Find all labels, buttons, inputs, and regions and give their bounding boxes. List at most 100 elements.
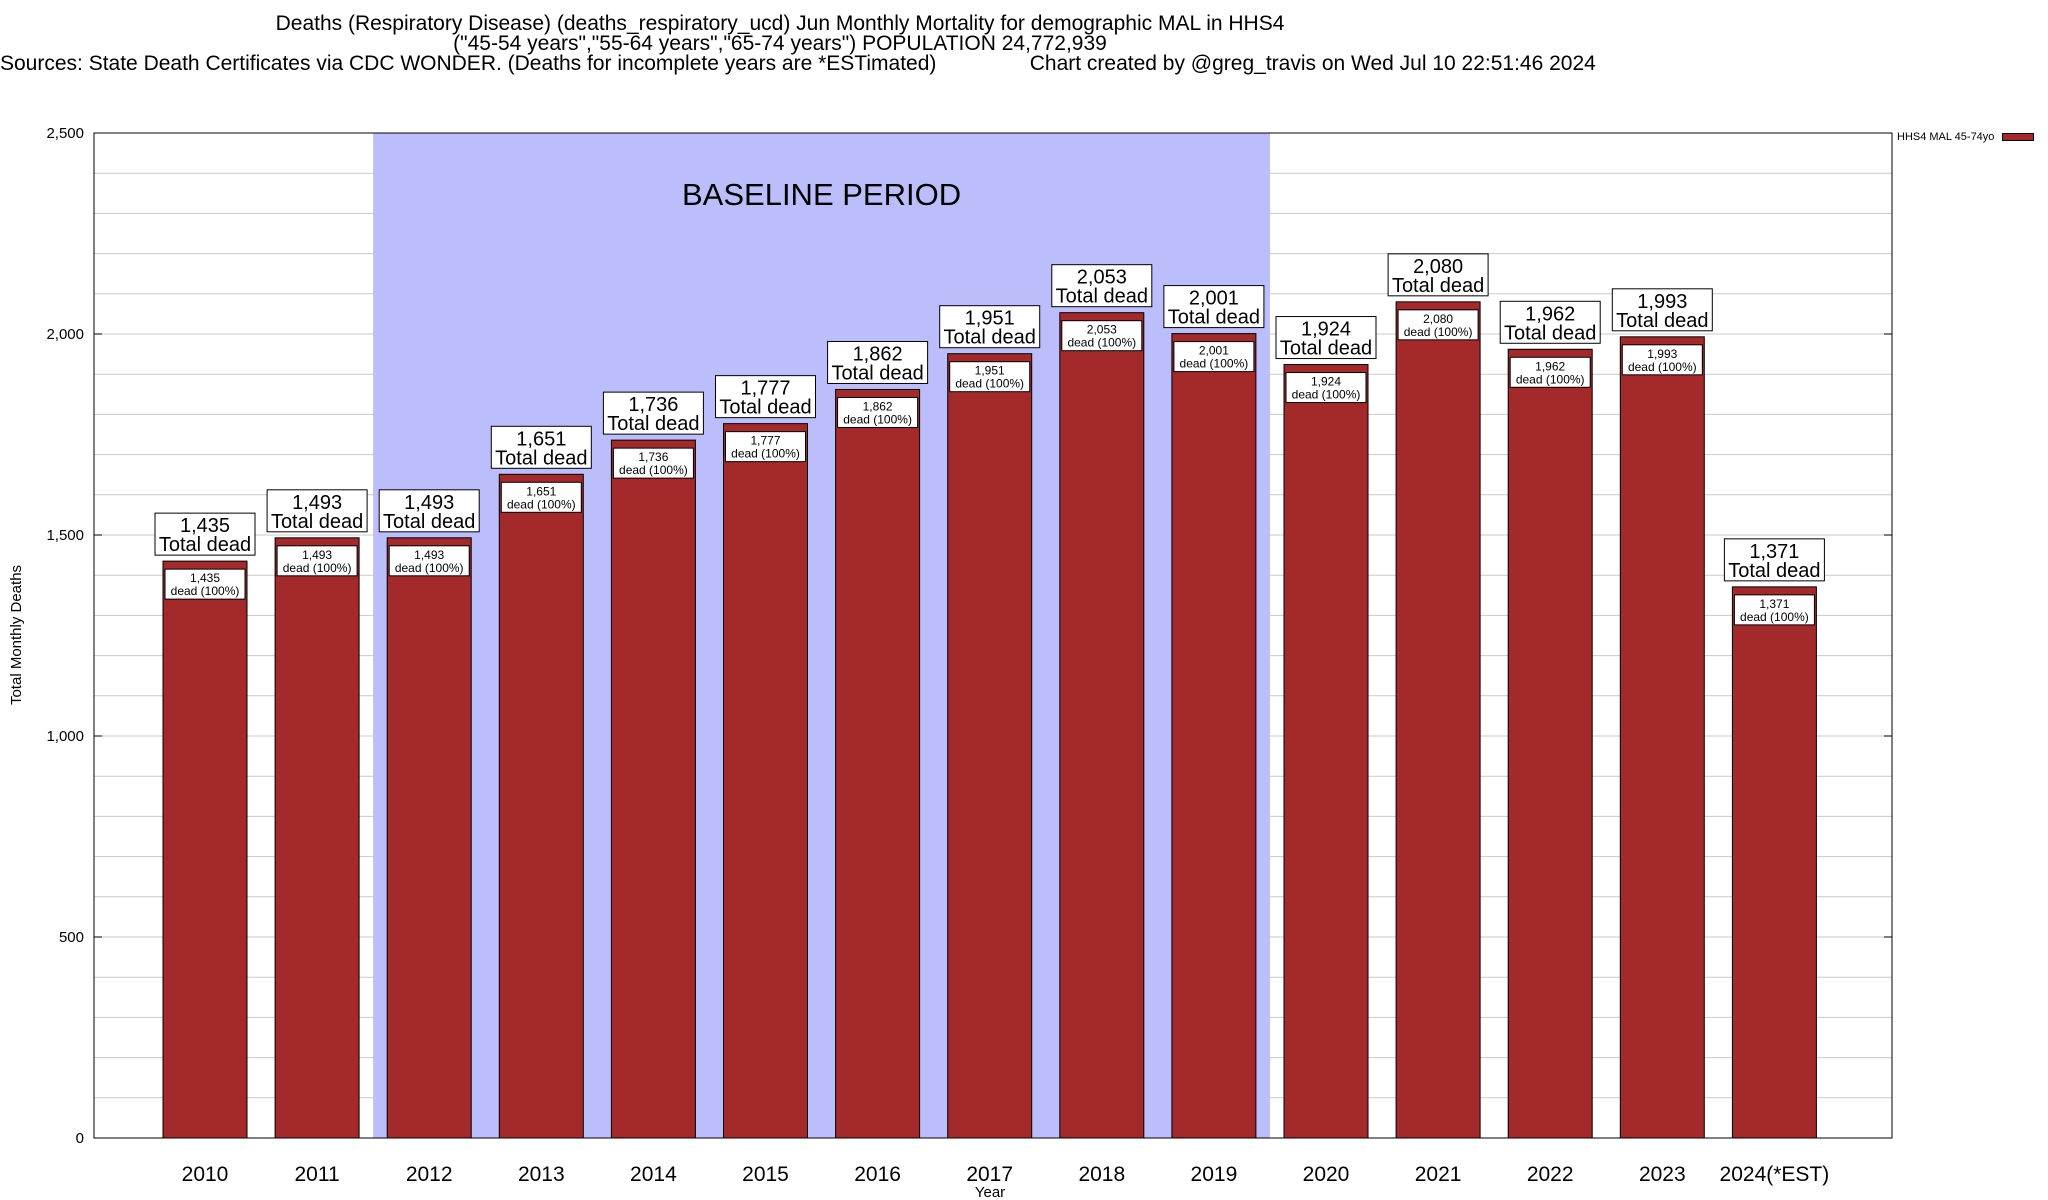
inner-pct-label: dead (100%) (1292, 388, 1361, 402)
top-label-box (715, 375, 816, 419)
top-total-label: Total dead (1728, 560, 1820, 582)
top-label-box (939, 305, 1041, 349)
title-line-1: Deaths (Respiratory Disease) (deaths_res… (275, 12, 1285, 35)
axes: 2010 2011 2012 2013 2014 2015 2016 2017 2018 2019… (8, 125, 1893, 1200)
top-total-label: Total dead (495, 447, 587, 469)
top-value-label: 2,080 (1413, 256, 1463, 278)
y-tick-label: 0 (76, 1130, 84, 1147)
top-total-label: Total dead (1504, 322, 1596, 344)
x-tick-label: 2013 (518, 1163, 565, 1186)
inner-pct-label: dead (100%) (1067, 336, 1136, 350)
inner-value-label: 2,053 (1087, 323, 1117, 337)
inner-pct-label: dead (100%) (1180, 357, 1249, 371)
inner-label-box (1061, 320, 1143, 352)
inner-label-box (1397, 309, 1479, 341)
bar (498, 473, 584, 1139)
inner-label-box (1285, 372, 1367, 404)
top-total-label: Total dead (1056, 286, 1148, 308)
inner-label-box (276, 545, 358, 577)
top-value-label: 2,053 (1077, 267, 1127, 289)
top-label-box (1051, 264, 1153, 308)
inner-pct-label: dead (100%) (731, 447, 800, 461)
top-label-box (266, 489, 368, 533)
baseline-period-label: BASELINE PERIOD (682, 177, 961, 212)
x-tick-label: 2018 (1078, 1163, 1125, 1186)
chart-title: Deaths (Respiratory Disease) (deaths_res… (0, 12, 1596, 74)
y-tick-label: 2,500 (46, 125, 84, 142)
y-tick-label: 500 (59, 929, 84, 946)
top-total-label: Total dead (607, 413, 699, 435)
top-value-label: 1,951 (965, 308, 1015, 330)
x-tick-label: 2012 (406, 1163, 453, 1186)
top-value-label: 1,493 (404, 492, 454, 514)
bar (610, 439, 696, 1139)
inner-value-label: 1,962 (1535, 359, 1565, 373)
inner-value-label: 1,493 (414, 548, 444, 562)
inner-value-label: 1,993 (1647, 347, 1677, 361)
top-total-label: Total dead (944, 327, 1036, 349)
inner-value-label: 1,924 (1311, 375, 1341, 389)
inner-pct-label: dead (100%) (171, 584, 240, 598)
top-label-box (1387, 253, 1489, 297)
top-label-box (154, 512, 256, 556)
inner-pct-label: dead (100%) (395, 561, 464, 575)
x-tick-label: 2015 (742, 1163, 789, 1186)
top-label-box (378, 489, 480, 533)
inner-pct-label: dead (100%) (1628, 360, 1697, 374)
y-tick-label: 1,500 (46, 527, 84, 544)
inner-label-box (1733, 594, 1815, 626)
plot-frame (93, 132, 1893, 1139)
top-value-label: 2,001 (1189, 288, 1239, 310)
bar (162, 560, 248, 1139)
bar (723, 423, 808, 1139)
inner-pct-label: dead (100%) (283, 561, 352, 575)
top-label-box (1275, 316, 1377, 360)
top-total-label: Total dead (159, 534, 251, 556)
bar (947, 353, 1033, 1139)
top-value-label: 1,777 (740, 378, 790, 400)
inner-value-label: 1,951 (975, 364, 1005, 378)
bar (1395, 301, 1481, 1139)
inner-pct-label: dead (100%) (1740, 610, 1809, 624)
top-total-label: Total dead (719, 397, 811, 419)
top-value-label: 1,493 (292, 492, 342, 514)
legend: HHS4 MAL 45-74yo (1897, 131, 2035, 143)
bar (1619, 336, 1705, 1139)
inner-label-box (1173, 341, 1255, 373)
top-total-label: Total dead (271, 511, 363, 533)
top-total-label: Total dead (1280, 338, 1372, 360)
x-tick-label: 2024(*EST) (1720, 1163, 1830, 1186)
top-total-label: Total dead (383, 511, 475, 533)
legend-swatch (2002, 133, 2035, 141)
bar (386, 537, 472, 1139)
top-label-box (1611, 288, 1713, 332)
x-tick-label: 2020 (1303, 1163, 1350, 1186)
inner-value-label: 2,080 (1423, 312, 1453, 326)
x-tick-label: 2011 (295, 1163, 340, 1186)
inner-pct-label: dead (100%) (843, 412, 912, 426)
inner-pct-label: dead (100%) (507, 497, 576, 511)
inner-value-label: 1,862 (863, 399, 893, 413)
y-axis-label: Total Monthly Deaths (8, 565, 25, 705)
inner-label-box (500, 481, 582, 513)
inner-value-label: 1,493 (302, 548, 332, 562)
inner-pct-label: dead (100%) (619, 463, 688, 477)
top-label-box (602, 391, 704, 435)
inner-value-label: 1,435 (190, 571, 220, 585)
inner-pct-label: dead (100%) (1404, 325, 1473, 339)
y-tick-label: 1,000 (46, 728, 84, 745)
inner-label-box (949, 361, 1031, 393)
